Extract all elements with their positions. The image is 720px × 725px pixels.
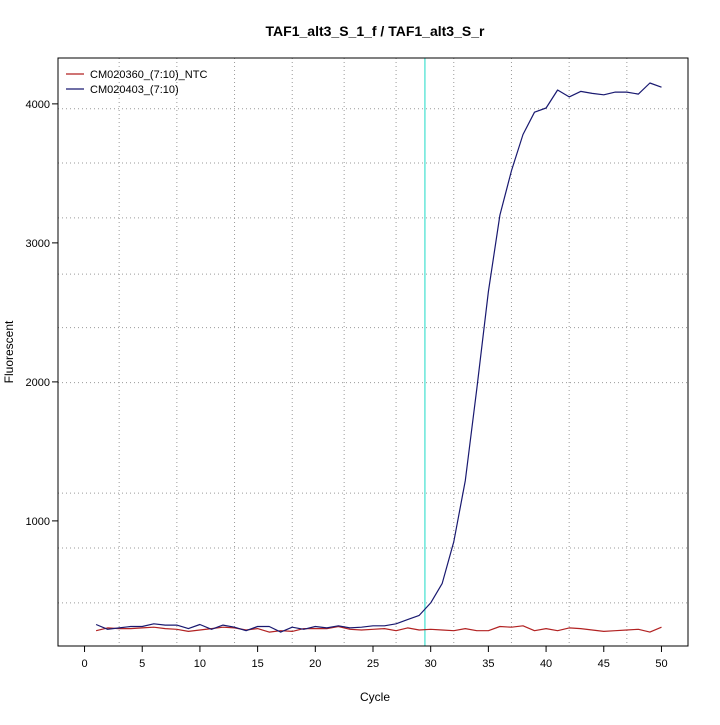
grid <box>58 58 688 646</box>
x-tick-label: 0 <box>81 658 87 670</box>
x-tick-label: 10 <box>194 658 206 670</box>
series-lines <box>95 82 662 633</box>
x-tick-label: 45 <box>598 658 610 670</box>
x-tick-label: 20 <box>309 658 321 670</box>
y-tick-label: 3000 <box>26 238 50 250</box>
x-tick-label: 5 <box>139 658 145 670</box>
y-tick-label: 4000 <box>26 99 50 111</box>
series-line-1 <box>95 625 662 633</box>
x-axis: 0 5 10 15 20 25 30 35 40 45 50 <box>81 645 668 670</box>
legend-label: CM020360_(7:10)_NTC <box>90 69 207 81</box>
x-tick-label: 25 <box>367 658 379 670</box>
y-axis: 1000 2000 3000 4000 <box>26 99 59 528</box>
series-line-2 <box>95 82 662 633</box>
x-tick-label: 35 <box>482 658 494 670</box>
x-axis-label: Cycle <box>360 690 390 704</box>
chart-title: TAF1_alt3_S_1_f / TAF1_alt3_S_r <box>266 23 485 39</box>
legend-label: CM020403_(7:10) <box>90 84 179 96</box>
y-tick-label: 2000 <box>26 377 50 389</box>
x-tick-label: 40 <box>540 658 552 670</box>
x-tick-label: 15 <box>251 658 263 670</box>
y-tick-label: 1000 <box>26 516 50 528</box>
x-tick-label: 30 <box>425 658 437 670</box>
legend: CM020360_(7:10)_NTC CM020403_(7:10) <box>66 69 207 96</box>
x-tick-label: 50 <box>655 658 667 670</box>
y-axis-label: Fluorescent <box>2 320 16 383</box>
